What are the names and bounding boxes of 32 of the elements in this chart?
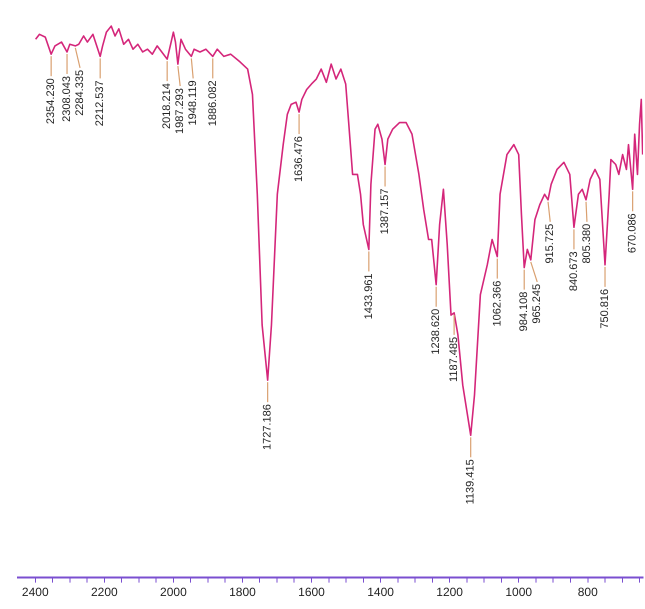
annotation: 1987.293: [174, 88, 186, 134]
annotation: 1727.186: [262, 404, 274, 450]
x-tick-label: 1600: [298, 585, 326, 600]
annotation: 750.816: [599, 288, 612, 329]
annotation: 984.108: [518, 292, 530, 332]
x-tick-label: 1400: [367, 585, 394, 600]
x-tick-label: 2200: [90, 585, 118, 600]
x-tick-label: 1200: [436, 585, 464, 600]
x-tick-label: 2400: [22, 585, 49, 600]
annotation: 840.673: [568, 251, 580, 292]
annotation: 670.086: [626, 213, 639, 254]
annotation: 2284.335: [74, 70, 86, 116]
annotation: 2354.230: [45, 78, 58, 124]
x-tick-label: 2000: [160, 585, 188, 600]
annotation: 965.245: [531, 284, 544, 324]
annotation: 1886.082: [206, 80, 219, 126]
annotation: 2212.537: [94, 80, 106, 126]
annotation: 1139.415: [464, 459, 477, 504]
annotation: 805.380: [580, 224, 593, 264]
annotation: 2308.043: [61, 76, 74, 122]
annotation: 1062.366: [491, 280, 504, 326]
annotation: 915.725: [544, 224, 556, 264]
annotation: 1636.476: [293, 136, 306, 182]
annotation: 1433.961: [362, 273, 375, 320]
annotation: 1187.485: [448, 336, 460, 382]
x-tick-label: 1000: [505, 585, 532, 600]
annotation: 2018.214: [161, 83, 174, 130]
annotation: 1238.620: [430, 308, 442, 355]
x-tick-label: 800: [578, 585, 598, 600]
x-tick-label: 1800: [229, 585, 256, 600]
annotation: 1387.157: [379, 188, 392, 234]
annotation: 1948.119: [187, 80, 200, 126]
